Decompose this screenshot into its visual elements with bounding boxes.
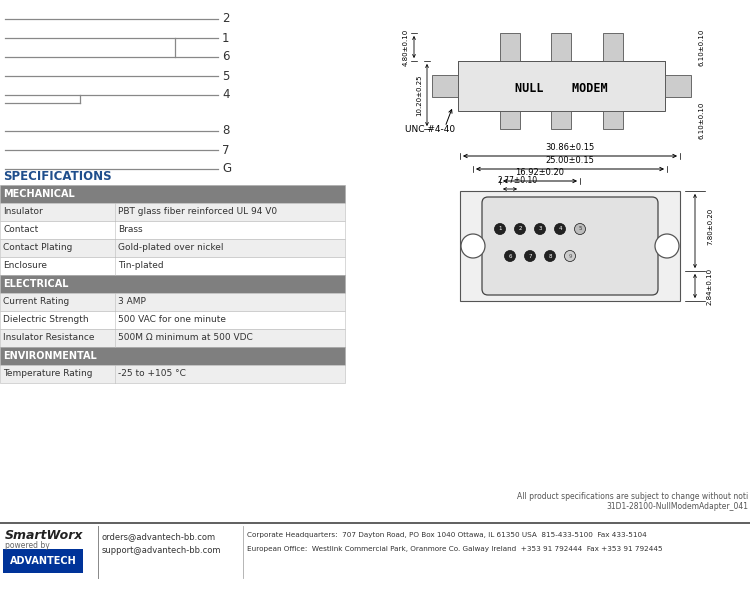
Text: Contact Plating: Contact Plating [3, 243, 72, 252]
Text: PBT glass fiber reinforced UL 94 V0: PBT glass fiber reinforced UL 94 V0 [118, 207, 278, 216]
Text: NULL    MODEM: NULL MODEM [515, 82, 608, 95]
Text: 6.10±0.10: 6.10±0.10 [699, 101, 705, 139]
Text: G: G [222, 163, 231, 176]
Text: Enclosure: Enclosure [3, 261, 47, 271]
Bar [0, 239, 345, 257]
Bar [0, 293, 345, 311]
Text: Corporate Headquarters:  707 Dayton Road, PO Box 1040 Ottawa, IL 61350 USA  815-: Corporate Headquarters: 707 Dayton Road,… [247, 532, 646, 538]
Text: Gold-plated over nickel: Gold-plated over nickel [118, 243, 224, 252]
Bar [665, 75, 691, 97]
Text: 3 AMP: 3 AMP [118, 297, 146, 307]
Circle shape [461, 234, 485, 258]
Text: SPECIFICATIONS: SPECIFICATIONS [3, 170, 112, 183]
Text: 2: 2 [222, 12, 230, 25]
Text: Brass: Brass [118, 226, 142, 235]
Bar [500, 33, 520, 61]
Text: 2: 2 [518, 226, 522, 232]
Circle shape [565, 251, 575, 261]
Text: 1: 1 [222, 31, 230, 44]
Bar [0, 185, 345, 203]
Circle shape [505, 251, 515, 261]
Text: 31D1-28100-NullModemAdapter_041: 31D1-28100-NullModemAdapter_041 [606, 502, 748, 511]
Text: support@advantech-bb.com: support@advantech-bb.com [102, 546, 221, 555]
Text: 9: 9 [568, 254, 572, 258]
FancyBboxPatch shape [482, 197, 658, 295]
Text: European Office:  Westlink Commercial Park, Oranmore Co. Galway Ireland  +353 91: European Office: Westlink Commercial Par… [247, 546, 663, 552]
Bar [603, 111, 623, 129]
Circle shape [655, 234, 679, 258]
Circle shape [535, 223, 545, 235]
Text: 7: 7 [528, 254, 532, 258]
Text: 30.86±0.15: 30.86±0.15 [545, 143, 595, 152]
Bar [0, 329, 345, 347]
Text: Insulator Resistance: Insulator Resistance [3, 333, 94, 343]
Text: 10.20±0.25: 10.20±0.25 [416, 74, 422, 116]
Text: 4: 4 [558, 226, 562, 232]
Text: orders@advantech-bb.com: orders@advantech-bb.com [102, 532, 216, 541]
Text: 16.92±0.20: 16.92±0.20 [515, 168, 565, 177]
Text: 8: 8 [222, 125, 230, 138]
Bar [551, 33, 571, 61]
Text: 6: 6 [222, 50, 230, 63]
Circle shape [514, 223, 526, 235]
Text: MECHANICAL: MECHANICAL [3, 189, 75, 199]
Text: SmartWorx: SmartWorx [5, 529, 83, 542]
Text: Contact: Contact [3, 226, 38, 235]
Text: 2.77±0.10: 2.77±0.10 [498, 176, 538, 185]
Text: powered by: powered by [5, 541, 50, 550]
Text: 7.80±0.20: 7.80±0.20 [707, 207, 713, 245]
Text: 8: 8 [548, 254, 552, 258]
Bar [458, 61, 665, 69]
Circle shape [554, 223, 566, 235]
Text: ADVANTECH: ADVANTECH [10, 556, 76, 566]
Circle shape [544, 251, 556, 261]
Text: UNC #4-40: UNC #4-40 [405, 125, 455, 134]
Text: 500 VAC for one minute: 500 VAC for one minute [118, 316, 226, 324]
Text: Temperature Rating: Temperature Rating [3, 369, 92, 378]
Text: All product specifications are subject to change without noti: All product specifications are subject t… [517, 492, 748, 501]
Text: 25.00±0.15: 25.00±0.15 [545, 156, 595, 165]
Bar [460, 191, 680, 301]
Text: 500M Ω minimum at 500 VDC: 500M Ω minimum at 500 VDC [118, 333, 253, 343]
Text: 1: 1 [498, 226, 502, 232]
Text: 7: 7 [222, 144, 230, 157]
Text: ENVIRONMENTAL: ENVIRONMENTAL [3, 351, 97, 361]
Text: 4: 4 [222, 89, 230, 102]
Circle shape [574, 223, 586, 235]
Text: ELECTRICAL: ELECTRICAL [3, 279, 68, 289]
Text: 2.84±0.10: 2.84±0.10 [707, 268, 713, 304]
Bar [500, 111, 520, 129]
Text: 6.10±0.10: 6.10±0.10 [699, 28, 705, 66]
Bar [458, 61, 665, 111]
Bar [0, 257, 345, 275]
Text: Tin-plated: Tin-plated [118, 261, 164, 271]
Bar [0, 347, 345, 365]
Bar [603, 33, 623, 61]
Text: 3: 3 [538, 226, 542, 232]
Bar [0, 203, 345, 221]
Text: Insulator: Insulator [3, 207, 43, 216]
Bar [432, 75, 458, 97]
Bar [0, 221, 345, 239]
Bar [0, 275, 345, 293]
Circle shape [494, 223, 506, 235]
Bar [0, 311, 345, 329]
Text: -25 to +105 °C: -25 to +105 °C [118, 369, 186, 378]
Circle shape [524, 251, 536, 261]
Text: Dielectric Strength: Dielectric Strength [3, 316, 88, 324]
Text: 4.80±0.10: 4.80±0.10 [403, 28, 409, 66]
Text: 5: 5 [222, 70, 230, 83]
Text: 5: 5 [578, 226, 582, 232]
Bar [551, 111, 571, 129]
Text: 6: 6 [509, 254, 512, 258]
Bar [0, 365, 345, 383]
Bar [3, 549, 83, 573]
Text: Current Rating: Current Rating [3, 297, 69, 307]
